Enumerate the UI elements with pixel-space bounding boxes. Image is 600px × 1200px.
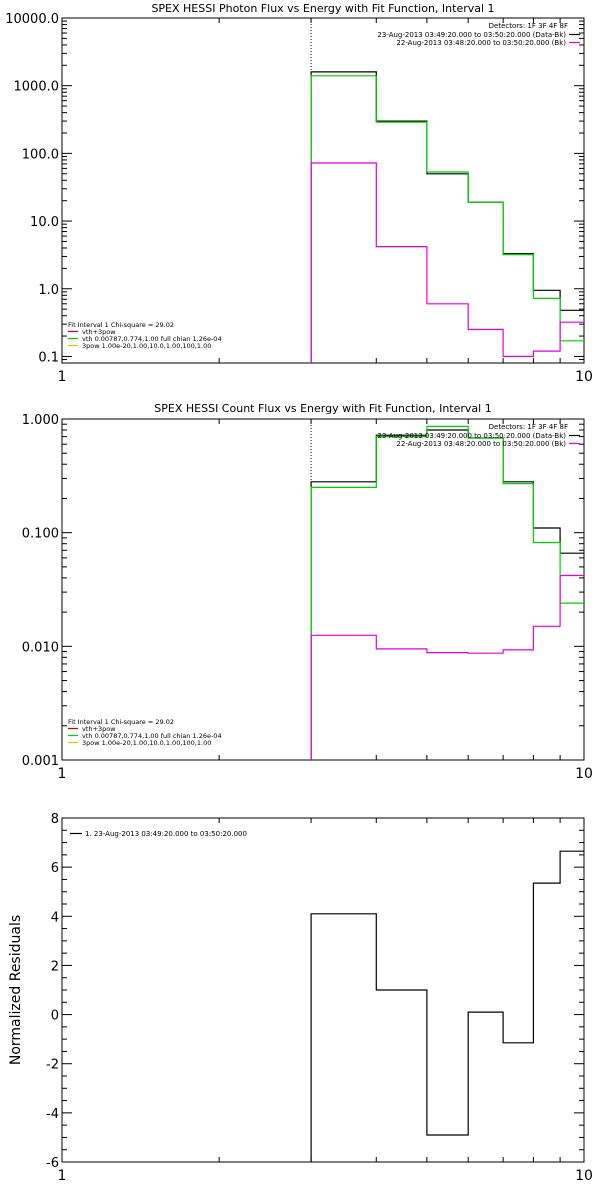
fit-info-entry: vth+3pow	[82, 725, 116, 733]
y-tick-label: 1.000	[22, 413, 59, 428]
x-tick-label: 1	[58, 766, 67, 782]
x-tick-label: 10	[575, 369, 593, 385]
fit-info-entry: 3pow 1.00e-20,1.00,10.0,1.00,100,1.00	[82, 342, 211, 350]
series-line-vth-3pow	[310, 425, 584, 760]
chart-title: SPEX HESSI Photon Flux vs Energy with Fi…	[151, 2, 494, 15]
chart-panel-1: SPEX HESSI Photon Flux vs Energy with Fi…	[5, 2, 593, 385]
fit-info-entry: vth 0.00787,0.774,1.00 full chian 1.26e-…	[82, 732, 222, 740]
x-tick-label: 1	[58, 369, 67, 385]
legend-entry: 1. 23-Aug-2013 03:49:20.000 to 03:50:20.…	[85, 830, 247, 838]
y-tick-label: 0.1	[38, 350, 59, 365]
y-tick-label: 100.0	[22, 147, 59, 162]
y-tick-label: -2	[46, 1058, 59, 1073]
legend-entry: 22-Aug-2013 03:48:20.000 to 03:50:20.000…	[396, 39, 566, 47]
series-line-data-bk	[310, 71, 584, 363]
y-tick-label: 8	[51, 812, 59, 827]
series-line-data-bk	[310, 429, 584, 760]
plot-frame	[61, 17, 585, 364]
detectors-label: Detectors: 1F 3F 4F 8F	[489, 423, 568, 431]
fit-info-entry: vth 0.00787,0.774,1.00 full chian 1.26e-…	[82, 335, 222, 343]
series-line-bk	[310, 162, 584, 363]
fit-info-header: Fit Interval 1 Chi-square = 29.02	[68, 718, 174, 726]
fit-info-entry: 3pow 1.00e-20,1.00,10.0,1.00,100,1.00	[82, 739, 211, 747]
legend-entry: 22-Aug-2013 03:48:20.000 to 03:50:20.000…	[396, 440, 566, 448]
y-tick-label: 0	[51, 1009, 59, 1024]
y-tick-label: 6	[51, 861, 59, 876]
chart-title: SPEX HESSI Count Flux vs Energy with Fit…	[154, 402, 491, 415]
plot-frame	[61, 418, 585, 761]
y-tick-label: 10.0	[30, 215, 59, 230]
fit-info-entry: vth+3pow	[82, 328, 116, 336]
y-tick-label: 0.001	[22, 754, 59, 769]
x-tick-label: 10	[575, 1168, 593, 1184]
chart-panel-3: 1 10 -6 -4 -2 0 2 4 6 8 Normalized Residuals 1. 23-…	[8, 812, 593, 1184]
y-axis-label: Normalized Residuals	[8, 915, 24, 1065]
y-tick-label: 1000.0	[14, 80, 60, 95]
y-tick-label: 2	[51, 959, 59, 974]
y-tick-label: 0.100	[22, 527, 59, 542]
legend-entry: 23-Aug-2013 03:49:20.000 to 03:50:20.000…	[377, 31, 566, 39]
y-tick-label: 1.0	[38, 283, 59, 298]
detectors-label: Detectors: 1F 3F 4F 8F	[489, 22, 568, 30]
y-tick-label: -4	[46, 1107, 59, 1122]
x-tick-label: 1	[58, 1168, 67, 1184]
y-tick-label: 4	[51, 910, 59, 925]
plot-frame	[61, 817, 585, 1163]
x-tick-label: 10	[575, 766, 593, 782]
legend-entry: 23-Aug-2013 03:49:20.000 to 03:50:20.000…	[377, 432, 566, 440]
y-tick-label: 0.010	[22, 640, 59, 655]
chart-panel-2: SPEX HESSI Count Flux vs Energy with Fit…	[22, 402, 593, 782]
y-tick-label: 10000.0	[5, 12, 59, 27]
y-tick-label: -6	[46, 1156, 59, 1171]
series-line-vth-3pow	[310, 75, 584, 363]
fit-info-header: Fit Interval 1 Chi-square = 29.02	[68, 321, 174, 329]
series-line-bk	[310, 574, 584, 760]
series-line-1-23-aug-2013-03-49-20-000-to-03-50-20-000	[310, 850, 584, 1162]
